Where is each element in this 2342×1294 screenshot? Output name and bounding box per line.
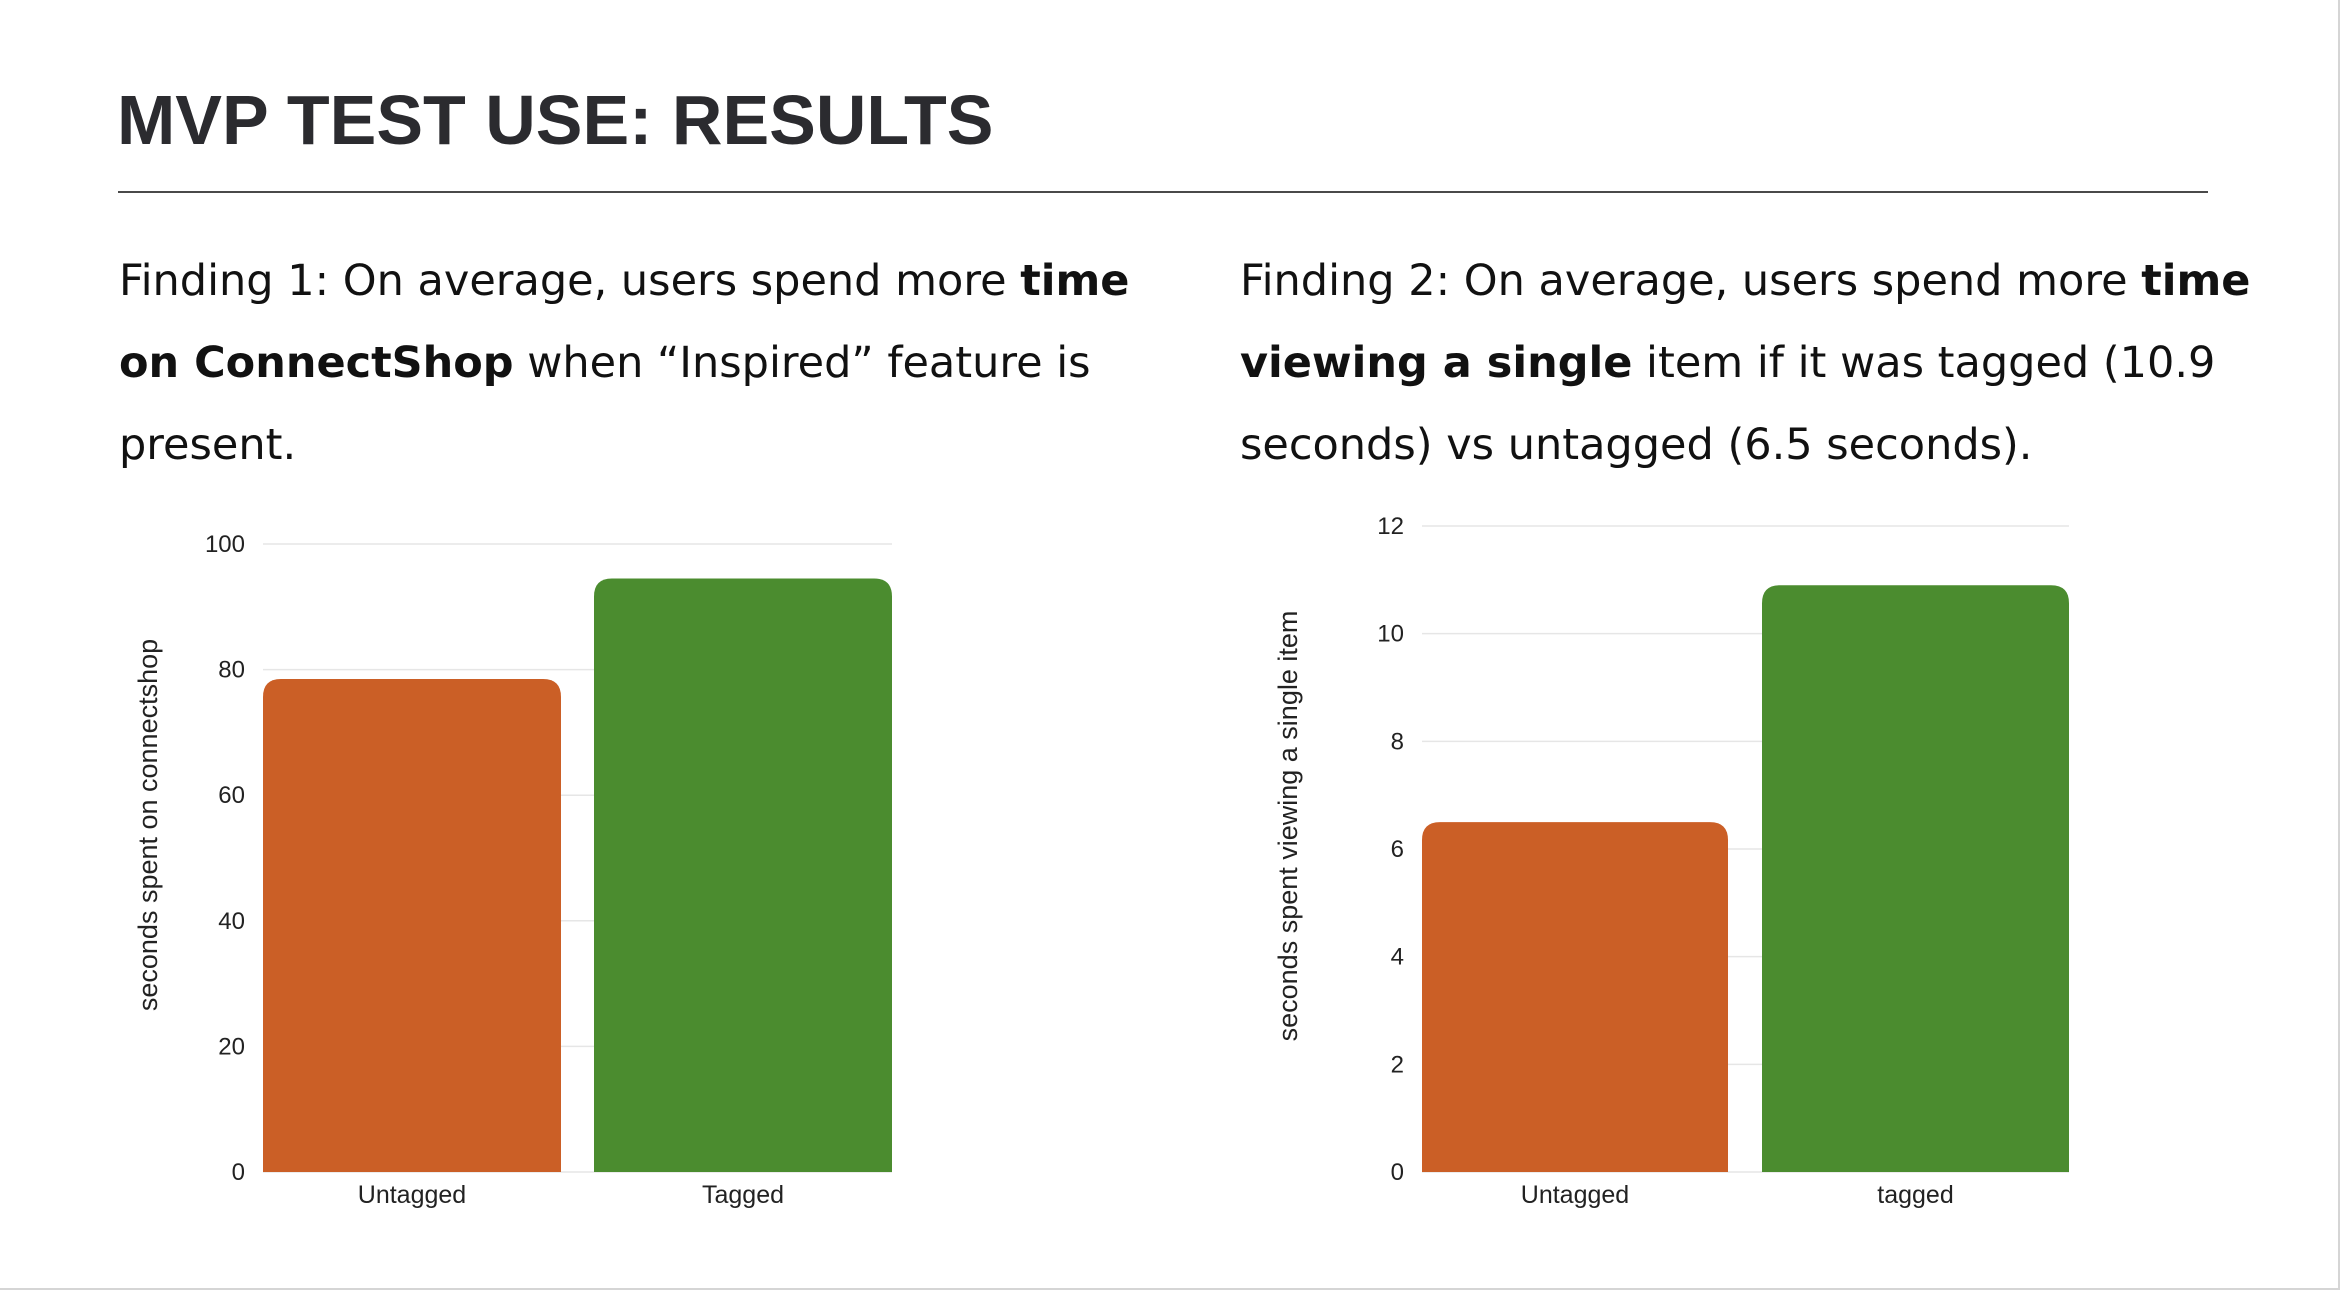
x-category-label: Tagged: [702, 1181, 784, 1209]
y-tick-label: 80: [218, 657, 245, 684]
y-axis-title: seconds spent on connectshop: [133, 639, 163, 1011]
y-tick-label: 6: [1391, 836, 1404, 863]
x-category-label: Untagged: [358, 1181, 466, 1209]
y-tick-label: 40: [218, 908, 245, 935]
title-divider: [118, 191, 2208, 193]
finding-1-bold: time on ConnectShop: [119, 256, 1130, 388]
finding-1-text: Finding 1: On average, users spend more …: [119, 240, 1179, 486]
bar-untagged: [263, 679, 561, 1172]
bar-tagged: [594, 578, 892, 1172]
finding-1-tail: when “Inspired” feature is present.: [119, 338, 1091, 470]
y-tick-label: 2: [1391, 1051, 1404, 1078]
finding-2-text: Finding 2: On average, users spend more …: [1240, 240, 2300, 486]
finding-2-tail: item if it was tagged (10.9 seconds) vs …: [1240, 338, 2216, 470]
bar-untagged: [1422, 822, 1728, 1172]
finding-1-lead: Finding 1: On average, users spend more: [119, 256, 1021, 306]
y-tick-label: 10: [1377, 621, 1404, 648]
y-tick-label: 0: [1391, 1159, 1404, 1186]
y-tick-label: 20: [218, 1033, 245, 1060]
bar-tagged: [1762, 585, 2069, 1172]
y-tick-label: 8: [1391, 728, 1404, 755]
y-tick-label: 100: [205, 531, 245, 558]
slide-title: MVP TEST USE: RESULTS: [117, 81, 994, 159]
finding-2-bold: time viewing a single: [1240, 256, 2251, 388]
bar-chart-time-viewing-item: 0 2 4 6 8 10 12 Untagged tagged seconds spent vie…: [1273, 513, 2069, 1209]
finding-2-lead: Finding 2: On average, users spend more: [1240, 256, 2142, 306]
y-tick-label: 4: [1391, 944, 1404, 971]
y-axis-title: seconds spent viewing a single item: [1273, 611, 1303, 1042]
y-tick-label: 0: [232, 1159, 245, 1186]
y-tick-label: 12: [1377, 513, 1404, 540]
x-category-label: Untagged: [1521, 1181, 1629, 1209]
y-tick-label: 60: [218, 782, 245, 809]
bar-chart-time-on-connectshop: 0 20 40 60 80 100 Untagged Tagged seconds spent …: [133, 531, 892, 1209]
x-category-label: tagged: [1877, 1181, 1953, 1209]
